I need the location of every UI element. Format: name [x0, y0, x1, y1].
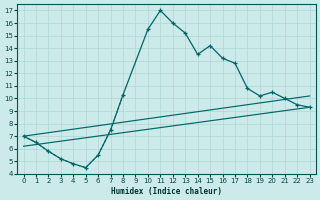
- X-axis label: Humidex (Indice chaleur): Humidex (Indice chaleur): [111, 187, 222, 196]
